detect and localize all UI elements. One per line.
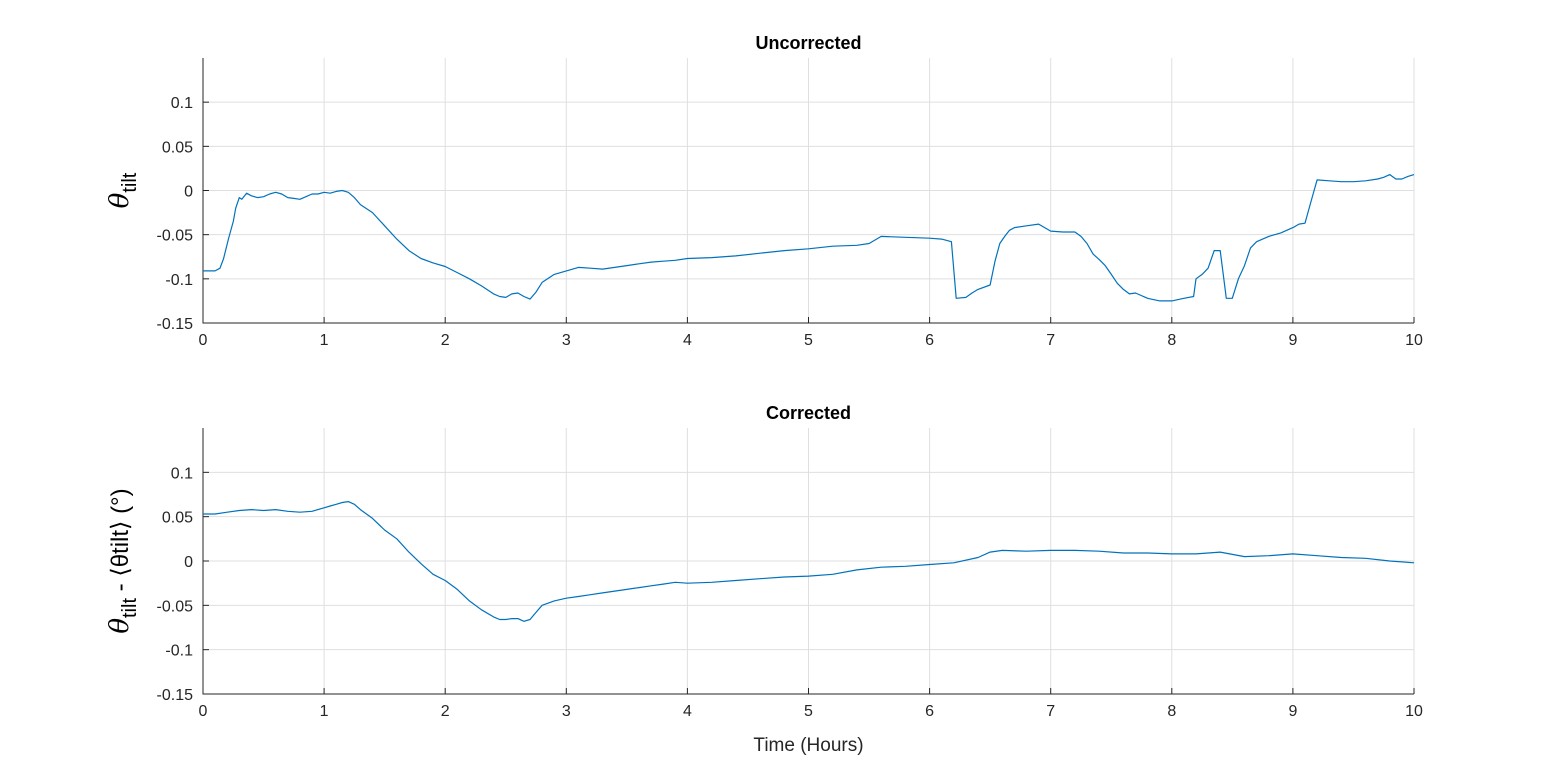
x-tick-label: 9 (1288, 703, 1297, 720)
y-tick-label: -0.15 (157, 687, 194, 704)
y-axis-label: θtilt (105, 172, 141, 208)
x-tick-label: 8 (1167, 332, 1176, 349)
y-tick-label: 0 (184, 554, 193, 571)
series-line (203, 501, 1415, 622)
y-axis-label: θtilt - ⟨θtilt⟩ (°) (105, 488, 141, 633)
y-tick-label: -0.15 (157, 316, 194, 333)
x-tick-label: 2 (441, 703, 450, 720)
x-tick-label: 1 (320, 703, 329, 720)
y-tick-label: -0.05 (157, 228, 194, 245)
y-tick-label: 0.1 (171, 95, 193, 112)
series-line (203, 174, 1415, 302)
y-axis-label-rest: - ⟨θtilt⟩ (°) (107, 488, 134, 598)
y-tick-label: 0.1 (171, 465, 193, 482)
uncorrected-plot: 0 1 2 3 4 5 6 7 8 9 10 -0.15 -0.1 -0.05 0 0.05 0.1 Uncorr… (105, 33, 1423, 349)
chart-title: Corrected (766, 403, 851, 423)
x-tick-label: 7 (1046, 703, 1055, 720)
y-axis-label-symbol: θ (105, 618, 135, 634)
x-tick-label: 3 (562, 332, 571, 349)
x-tick-label: 7 (1046, 332, 1055, 349)
corrected-plot: 0 1 2 3 4 5 6 7 8 9 10 -0.15 -0.1 -0.05 0 0.05 0.1 Correc… (105, 403, 1423, 756)
y-tick-label: 0.05 (162, 139, 193, 156)
x-tick-label: 5 (804, 703, 813, 720)
y-tick-label: -0.05 (157, 598, 194, 615)
x-tick-label: 1 (320, 332, 329, 349)
y-tick-label: -0.1 (165, 272, 193, 289)
x-tick-label: 0 (199, 332, 208, 349)
x-tick-label: 10 (1405, 703, 1423, 720)
x-tick-label: 8 (1167, 703, 1176, 720)
y-axis-label-symbol: θ (105, 192, 135, 208)
x-tick-label: 10 (1405, 332, 1423, 349)
x-tick-label: 9 (1288, 332, 1297, 349)
x-tick-label: 5 (804, 332, 813, 349)
x-tick-label: 4 (683, 703, 692, 720)
grid (203, 58, 1415, 323)
chart-title: Uncorrected (755, 33, 861, 53)
x-tick-label: 0 (199, 703, 208, 720)
x-tick-label: 6 (925, 703, 934, 720)
y-tick-label: -0.1 (165, 643, 193, 660)
x-tick-label: 6 (925, 332, 934, 349)
y-tick-label: 0 (184, 184, 193, 201)
x-tick-label: 2 (441, 332, 450, 349)
grid (203, 428, 1415, 694)
y-tick-label: 0.05 (162, 510, 193, 527)
x-tick-label: 4 (683, 332, 692, 349)
x-tick-label: 3 (562, 703, 571, 720)
y-axis-label-subscript: tilt (119, 172, 141, 192)
y-axis-label-subscript: tilt (119, 598, 141, 618)
x-axis-label: Time (Hours) (753, 735, 863, 756)
